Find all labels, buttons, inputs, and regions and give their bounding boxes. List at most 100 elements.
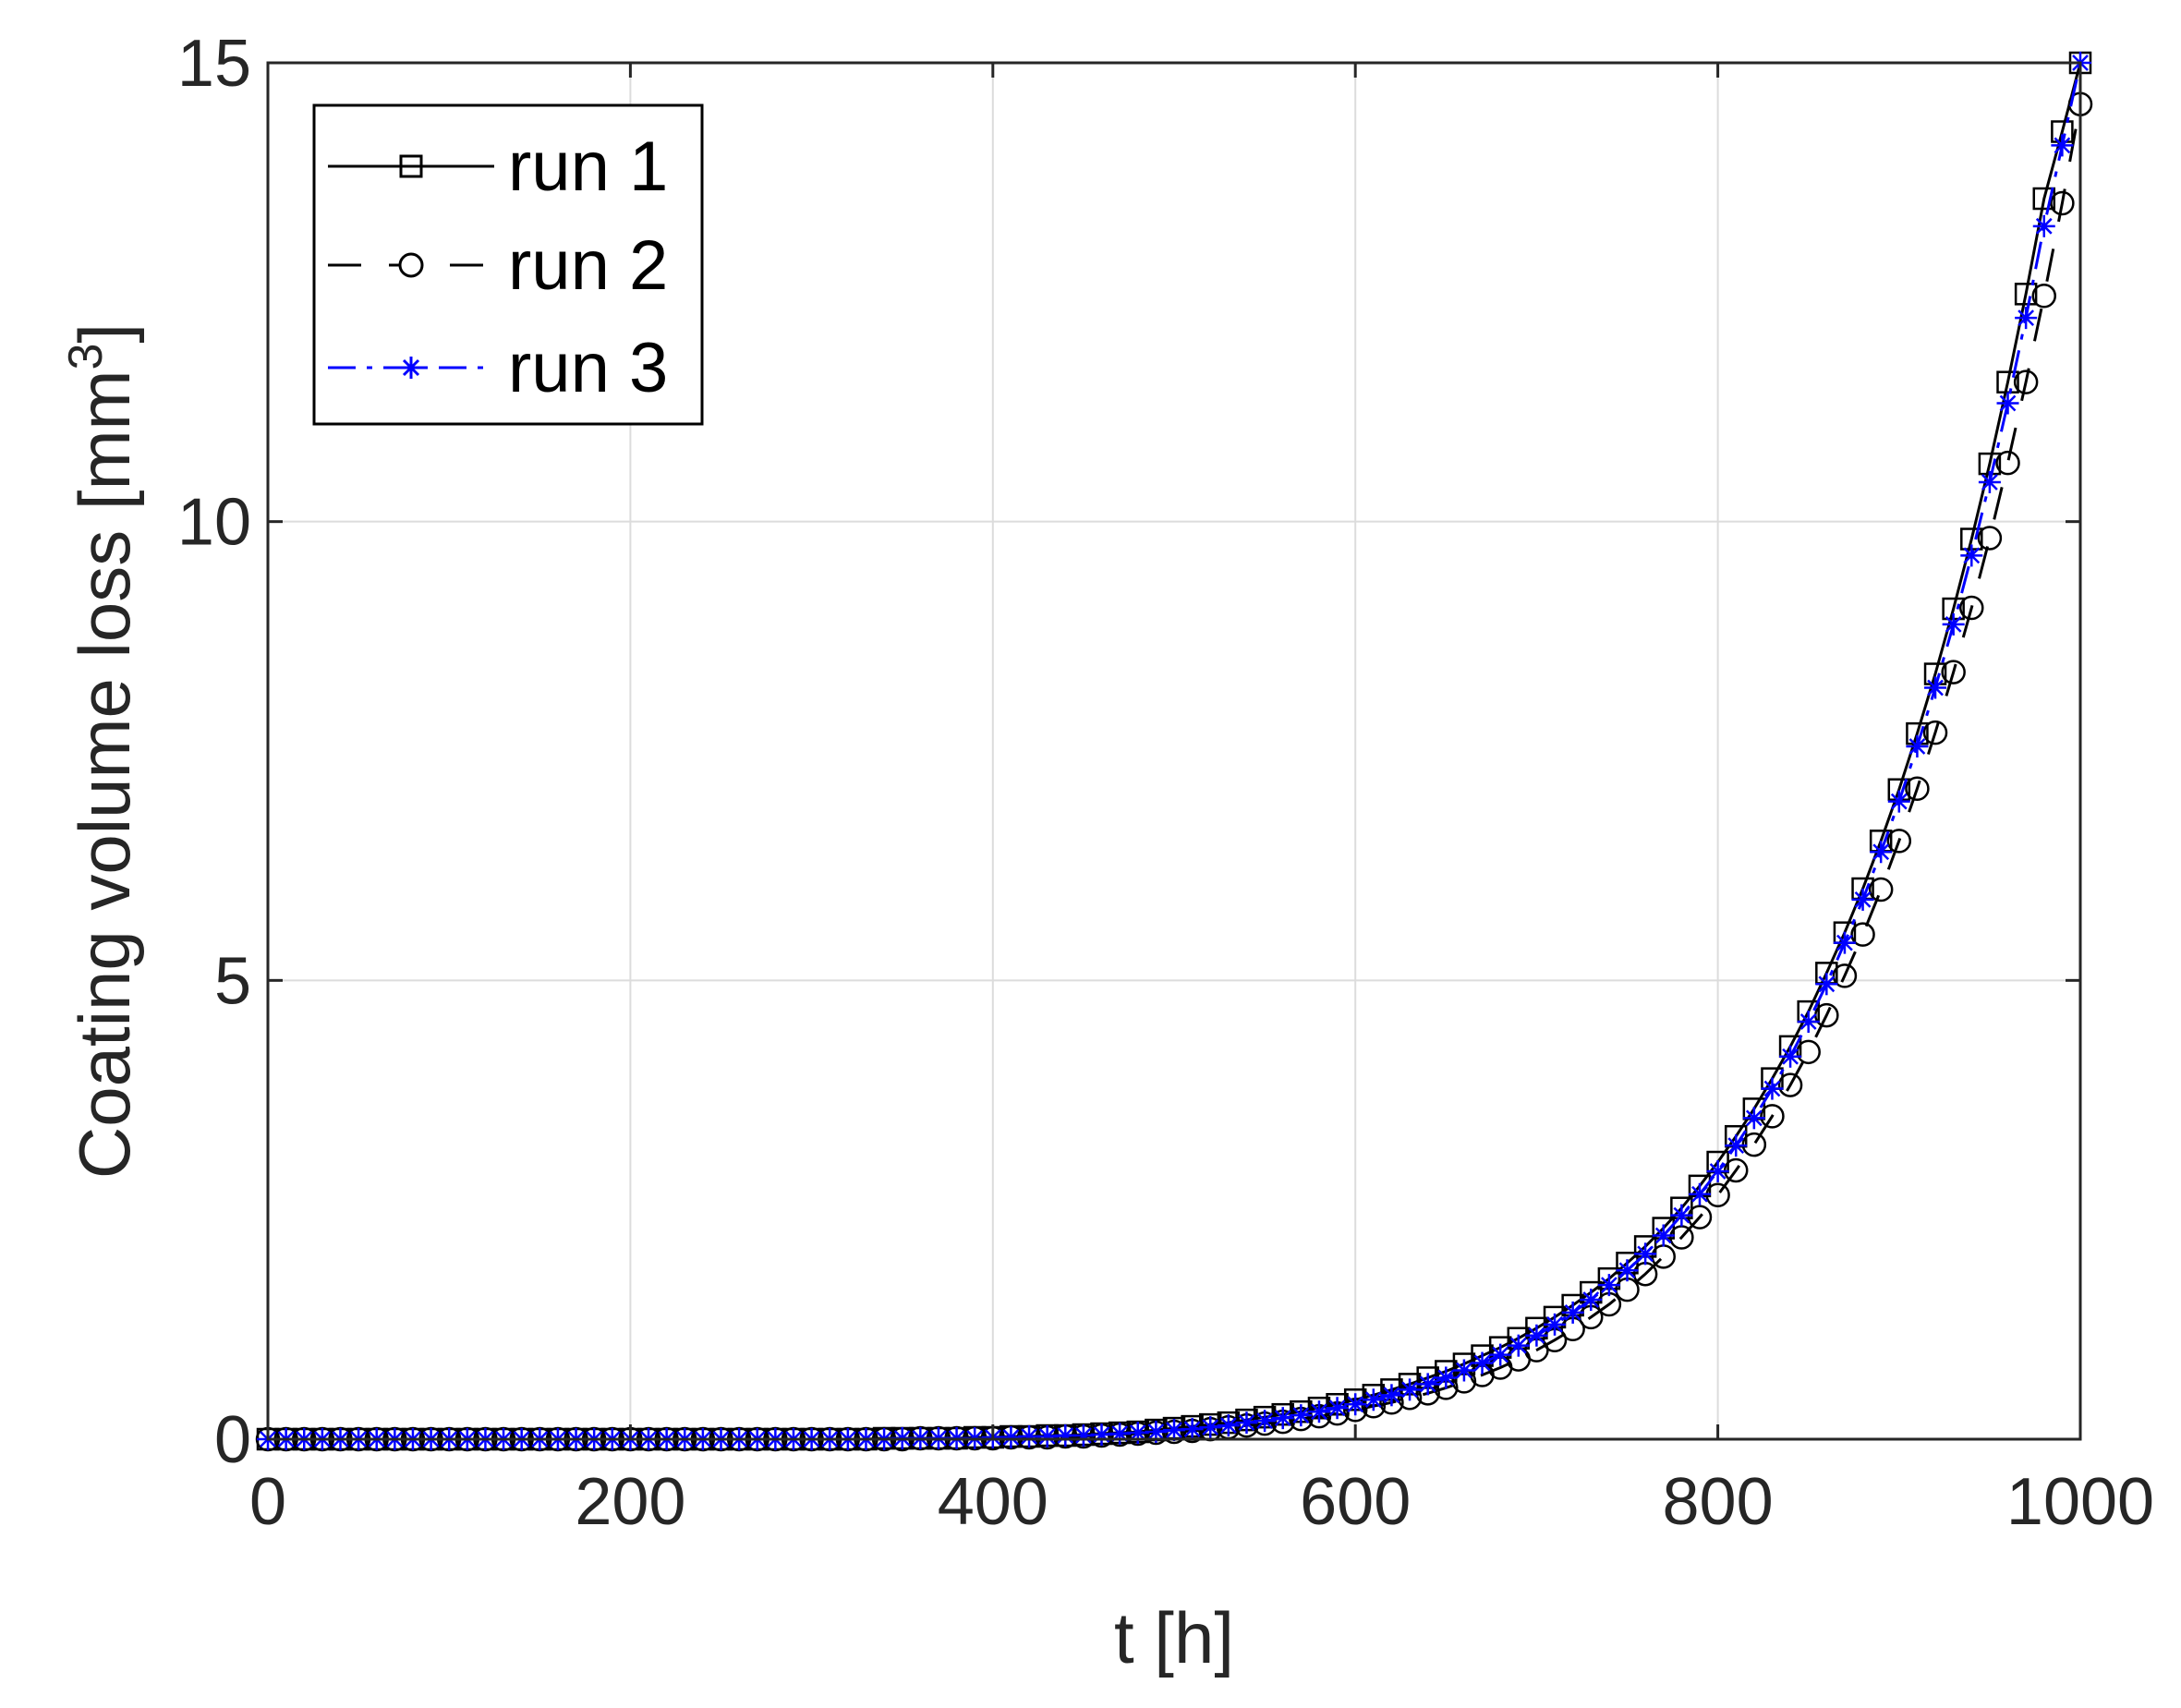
y-axis-label: Coating volume loss [mm3] (59, 323, 145, 1179)
point-run-3 (1344, 1393, 1367, 1416)
point-run-3 (1996, 392, 2019, 415)
point-run-2 (1886, 829, 1912, 854)
point-run-3 (1870, 841, 1893, 864)
point-run-3 (1906, 735, 1929, 758)
point-run-3 (1489, 1343, 1512, 1366)
point-run-3 (1761, 1077, 1784, 1100)
point-run-2 (1922, 720, 1948, 745)
y-axis-label-text: Coating volume loss [mm (64, 369, 145, 1179)
point-run-3 (1307, 1400, 1330, 1423)
y-tick-label: 5 (214, 944, 251, 1018)
point-run-3 (1597, 1274, 1620, 1297)
x-tick-label: 400 (938, 1465, 1048, 1539)
point-run-3 (1326, 1397, 1349, 1420)
point-run-3 (1706, 1159, 1729, 1182)
point-run-2 (1941, 660, 1966, 684)
legend-label-run-2: run 2 (508, 226, 668, 305)
legend-box (312, 103, 704, 426)
point-run-1 (2014, 283, 2038, 306)
point-run-2 (1777, 1072, 1803, 1097)
point-run-3 (1507, 1334, 1530, 1357)
point-run-2 (2013, 369, 2039, 394)
point-run-3 (1181, 1418, 1204, 1441)
legend-marker-run-3 (400, 357, 422, 379)
point-run-3 (2015, 307, 2038, 330)
y-axis-label-superscript: 3 (59, 344, 113, 370)
legend-entry-run-2: run 2 (328, 226, 668, 305)
point-run-2 (1687, 1205, 1713, 1230)
x-axis: 0 200 400 600 800 1000 (249, 63, 2154, 1539)
point-run-3 (1399, 1378, 1422, 1401)
point-run-3 (1580, 1289, 1603, 1312)
legend-marker-run-2 (398, 252, 424, 278)
point-run-2 (1868, 877, 1894, 902)
point-run-3 (1779, 1045, 1802, 1068)
point-run-1 (2032, 187, 2056, 211)
point-run-3 (1725, 1134, 1748, 1157)
point-run-3 (1290, 1404, 1313, 1427)
y-axis-label-suffix: ] (64, 323, 145, 344)
point-run-2 (1959, 595, 1984, 621)
point-run-3 (1217, 1414, 1240, 1437)
legend: run 1 run 2 run 3 (312, 103, 704, 426)
point-run-2 (2050, 190, 2075, 216)
point-run-2 (1977, 526, 2003, 551)
point-run-3 (1544, 1313, 1567, 1336)
point-run-3 (1471, 1351, 1494, 1375)
legend-entry-run-1: run 1 (328, 127, 668, 206)
axes-border (266, 61, 2082, 1441)
legend-marker-run-1 (399, 154, 423, 178)
point-run-2 (1832, 963, 1858, 988)
point-run-2 (1760, 1104, 1785, 1129)
x-tick-label: 800 (1663, 1465, 1774, 1539)
point-run-3 (1978, 470, 2001, 493)
point-run-3 (1616, 1259, 1639, 1282)
point-run-3 (1960, 544, 1983, 567)
x-tick-label: 1000 (2006, 1465, 2154, 1539)
point-run-2 (1850, 922, 1875, 947)
point-run-3 (1362, 1388, 1385, 1411)
point-run-3 (1380, 1384, 1403, 1407)
y-axis: 0 5 10 15 (177, 27, 2080, 1477)
legend-label-run-3: run 3 (508, 329, 668, 407)
point-run-2 (1796, 1039, 1821, 1065)
point-run-3 (1833, 931, 1856, 954)
x-tick-label: 200 (575, 1465, 685, 1539)
point-run-3 (1887, 790, 1910, 813)
x-tick-label: 600 (1300, 1465, 1411, 1539)
point-run-2 (1905, 776, 1930, 801)
point-run-3 (1815, 973, 1838, 996)
y-tick-label: 15 (177, 27, 251, 101)
point-run-3 (1435, 1366, 1458, 1389)
point-run-3 (1742, 1107, 1765, 1130)
point-run-3 (1670, 1204, 1693, 1227)
point-run-3 (1688, 1182, 1711, 1205)
point-run-3 (1254, 1410, 1277, 1433)
point-run-3 (1163, 1419, 1185, 1442)
y-tick-label: 10 (177, 486, 251, 560)
legend-entry-run-3: run 3 (328, 329, 668, 407)
point-run-3 (1525, 1324, 1548, 1347)
axes-frame (266, 61, 2082, 1441)
point-run-3 (1652, 1224, 1675, 1247)
point-run-3 (1235, 1411, 1258, 1435)
point-run-2 (1995, 450, 2020, 476)
point-run-3 (2032, 214, 2055, 237)
y-tick-label: 0 (214, 1403, 251, 1477)
point-run-3 (1271, 1407, 1294, 1430)
point-run-3 (2051, 134, 2074, 157)
point-run-3 (1942, 612, 1965, 636)
legend-label-run-1: run 1 (508, 127, 668, 206)
point-run-3 (1416, 1373, 1439, 1396)
x-tick-label: 0 (249, 1465, 286, 1539)
point-run-3 (1452, 1359, 1475, 1382)
point-run-3 (1924, 676, 1947, 699)
point-run-3 (1561, 1301, 1584, 1324)
point-run-3 (1851, 888, 1874, 911)
point-run-2 (2031, 284, 2057, 309)
point-run-3 (1199, 1416, 1222, 1439)
point-run-3 (1634, 1242, 1657, 1266)
point-run-3 (1797, 1011, 1820, 1034)
x-axis-label: t [h] (1114, 1597, 1234, 1678)
